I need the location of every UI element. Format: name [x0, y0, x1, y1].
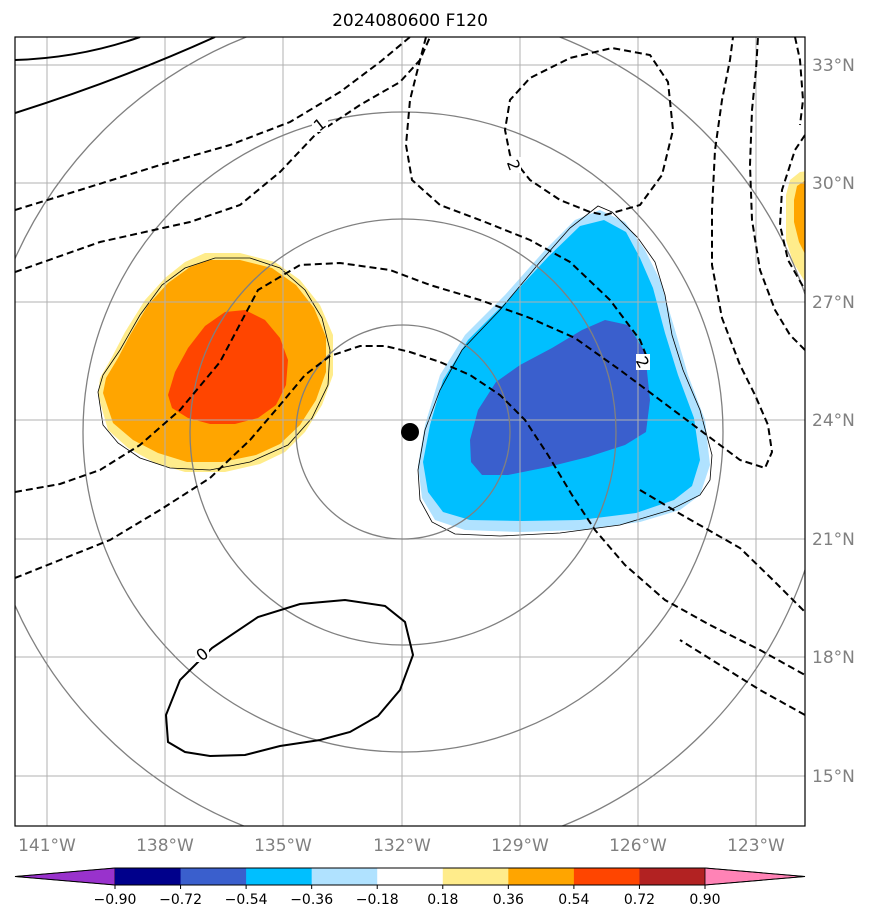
- colorbar-segment: [115, 868, 182, 885]
- contour-labels: 1 2 2 0: [192, 114, 653, 665]
- map-plot-area: 1 2 2 0: [15, 37, 805, 826]
- lon-label: 123°W: [727, 836, 785, 856]
- colorbar-tick-label: 0.36: [493, 892, 524, 908]
- range-rings: [15, 37, 805, 826]
- colorbar-tick-label: 0.18: [427, 892, 458, 908]
- lon-label: 141°W: [18, 836, 76, 856]
- lon-label: 138°W: [136, 836, 194, 856]
- lat-label: 30°N: [812, 174, 855, 194]
- lat-label: 15°N: [812, 767, 855, 787]
- colorbar-tick-label: −0.54: [225, 892, 268, 908]
- lat-label: 33°N: [812, 56, 855, 76]
- positive-anomaly-region-northeast: [786, 171, 805, 282]
- colorbar-tick-label: −0.36: [290, 892, 333, 908]
- lon-label: 129°W: [491, 836, 549, 856]
- colorbar-segment: [639, 868, 706, 885]
- dashed-contours: [15, 37, 805, 716]
- colorbar: −0.90 −0.72 −0.54 −0.36 −0.18 0.18 0.36 0.54 0.7…: [14, 867, 806, 908]
- colorbar-tick-label: 0.72: [624, 892, 655, 908]
- zero-contour: [164, 598, 415, 758]
- colorbar-tick-label: 0.54: [558, 892, 589, 908]
- colorbar-extend-high: [704, 867, 806, 886]
- colorbar-segment: [377, 868, 444, 885]
- lat-label: 21°N: [812, 530, 855, 550]
- colorbar-segment: [508, 868, 575, 885]
- storm-center-marker: [401, 423, 419, 441]
- longitude-labels: 141°W 138°W 135°W 132°W 129°W 126°W 123°…: [18, 836, 785, 856]
- colorbar-segment: [246, 868, 313, 885]
- solid-contours: [15, 37, 415, 758]
- plot-frame: [14, 36, 806, 827]
- colorbar-tick-label: 0.90: [689, 892, 720, 908]
- colorbar-tick-label: −0.90: [94, 892, 137, 908]
- colorbar-segment: [311, 868, 378, 885]
- lon-label: 126°W: [609, 836, 667, 856]
- latitude-labels: 33°N 30°N 27°N 24°N 21°N 18°N 15°N: [812, 56, 855, 787]
- colorbar-segment: [442, 868, 509, 885]
- colorbar-segment: [573, 868, 640, 885]
- lat-label: 27°N: [812, 293, 855, 313]
- anomaly-outline-west: [97, 257, 331, 471]
- map-title: 2024080600 F120: [332, 11, 488, 31]
- lon-label: 132°W: [373, 836, 431, 856]
- colorbar-tick-label: −0.72: [159, 892, 202, 908]
- positive-anomaly-region-west: [98, 253, 333, 472]
- lat-label: 18°N: [812, 648, 855, 668]
- colorbar-segment: [180, 868, 247, 885]
- lon-label: 135°W: [254, 836, 312, 856]
- colorbar-tick-label: −0.18: [356, 892, 399, 908]
- colorbar-extend-low: [14, 867, 116, 886]
- lat-label: 24°N: [812, 411, 855, 431]
